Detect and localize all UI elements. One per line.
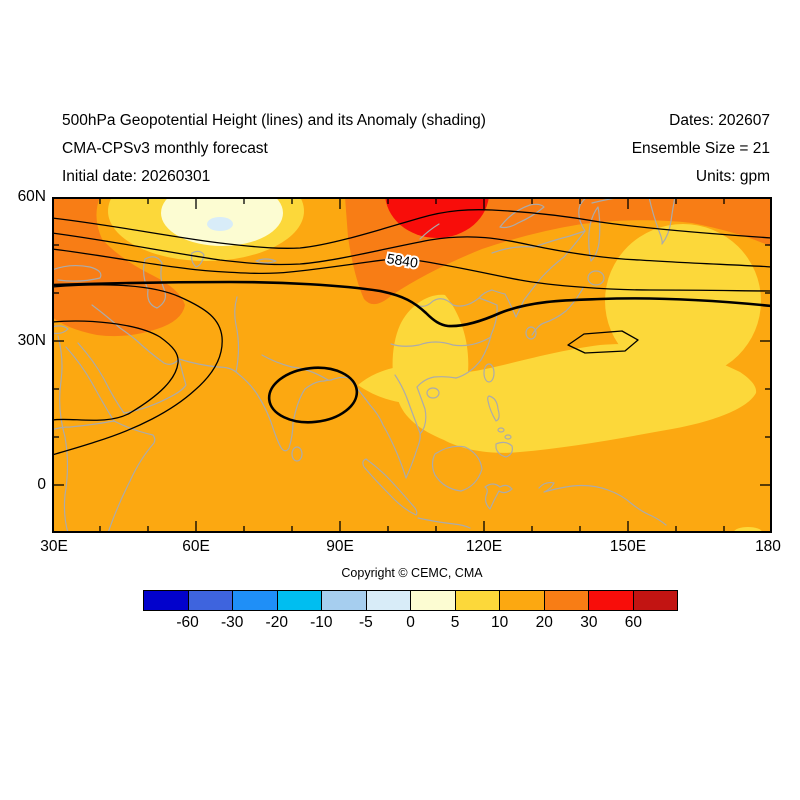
colorbar-cell-0 [144,591,188,610]
colorbar-tick-label: -5 [359,614,373,631]
x-tick-label-90e: 90E [326,538,354,555]
colorbar [143,590,678,611]
colorbar-tick-label: 20 [535,614,553,631]
colorbar-cell-2 [232,591,277,610]
x-tick-label-180: 180 [755,538,781,555]
colorbar-cell-6 [410,591,455,610]
colorbar-tick-label: -60 [176,614,199,631]
colorbar-cell-10 [588,591,633,610]
x-tick-label-30e: 30E [40,538,68,555]
colorbar-cell-11 [632,591,677,610]
colorbar-tick-label: 0 [406,614,415,631]
coastlines [51,196,676,534]
x-tick-label-60e: 60E [182,538,210,555]
colorbar-cell-3 [276,591,321,610]
colorbar-tick-label: -30 [220,614,244,631]
units-label: Units: gpm [695,168,770,185]
initial-date-label: Initial date: 20260301 [62,168,211,185]
y-tick-label-60n: 60N [17,188,46,205]
y-tick-label-30n: 30N [17,332,46,349]
y-tick-label-0: 0 [37,476,46,493]
figure-title: 500hPa Geopotential Height (lines) and i… [62,112,486,129]
colorbar-tick-label: 10 [491,614,509,631]
x-tick-label-120e: 120E [465,538,503,555]
copyright-text: Copyright © CEMC, CMA [341,566,483,580]
map-frame [52,197,772,533]
ensemble-size-label: Ensemble Size = 21 [631,140,770,157]
colorbar-tick-label: 30 [580,614,598,631]
colorbar-cell-7 [454,591,499,610]
colorbar-cell-4 [321,591,366,610]
anomaly-shading [52,148,772,537]
height-contours-thin [51,209,773,456]
colorbar-tick-label: -10 [310,614,333,631]
colorbar-cell-9 [543,591,588,610]
colorbar-cell-5 [365,591,410,610]
map-panel: 5840 [51,148,773,537]
figure-subtitle: CMA-CPSv3 monthly forecast [62,140,268,157]
dates-label: Dates: 202607 [669,112,770,129]
colorbar-tick-label: 60 [624,614,643,631]
x-tick-label-150e: 150E [609,538,647,555]
colorbar-tick-label: 5 [450,614,460,631]
colorbar-tick-label: -20 [265,614,288,631]
colorbar-cell-8 [499,591,544,610]
anomaly-map: 5840 [51,148,773,537]
height-contours-thick [51,280,773,424]
colorbar-cell-1 [187,591,232,610]
